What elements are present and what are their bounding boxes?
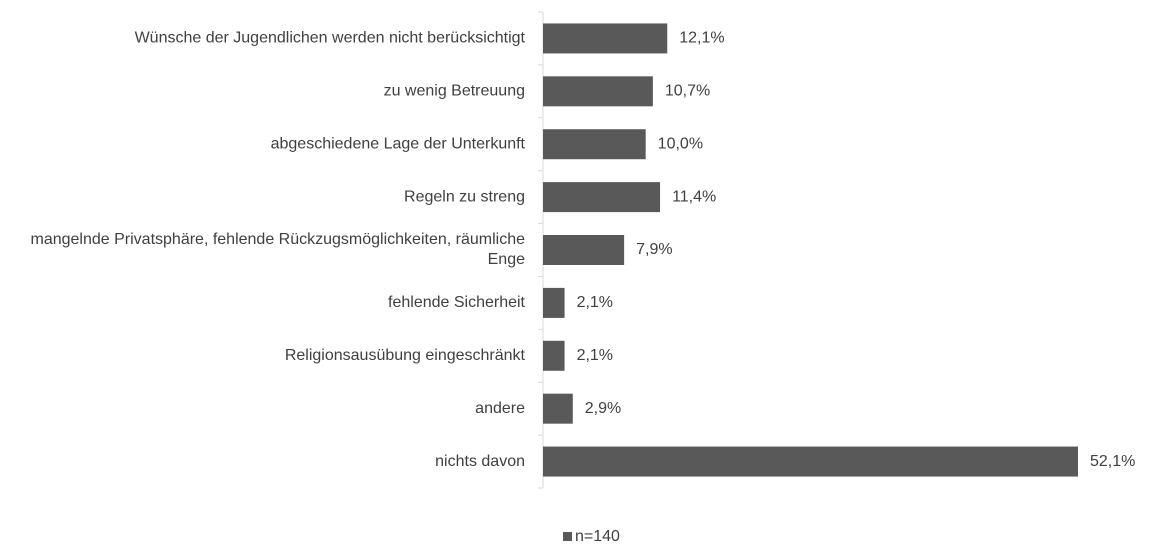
value-label: 10,7% bbox=[665, 83, 710, 100]
bar bbox=[543, 23, 668, 54]
bar bbox=[543, 129, 646, 160]
legend-label: n=140 bbox=[575, 528, 620, 545]
value-label: 12,1% bbox=[679, 30, 724, 47]
bar bbox=[543, 446, 1078, 477]
y-tick-label: zu wenig Betreuung bbox=[384, 83, 525, 100]
value-label: 7,9% bbox=[636, 241, 672, 258]
y-tick-label: fehlende Sicherheit bbox=[388, 294, 526, 311]
bar bbox=[543, 340, 565, 371]
y-tick-label: nichts davon bbox=[435, 453, 525, 470]
value-label: 10,0% bbox=[658, 135, 703, 152]
value-label: 52,1% bbox=[1090, 453, 1135, 470]
value-label: 2,1% bbox=[577, 347, 613, 364]
bar bbox=[543, 235, 625, 265]
y-tick-label: abgeschiedene Lage der Unterkunft bbox=[271, 135, 526, 152]
legend-swatch bbox=[563, 532, 572, 541]
label-line: mangelnde Privatsphäre, fehlende Rückzug… bbox=[31, 231, 526, 248]
y-tick-label: andere bbox=[475, 400, 525, 417]
value-label: 2,1% bbox=[577, 294, 613, 311]
value-label: 2,9% bbox=[585, 400, 621, 417]
value-label: 11,4% bbox=[672, 188, 716, 205]
bar bbox=[543, 287, 565, 318]
y-tick-label: Regeln zu streng bbox=[404, 188, 525, 205]
bar bbox=[543, 182, 661, 213]
y-tick-label: Religionsausübung eingeschränkt bbox=[285, 347, 526, 364]
label-line: Enge bbox=[488, 251, 525, 268]
bar bbox=[543, 76, 653, 107]
bar bbox=[543, 393, 573, 424]
y-tick-label: Wünsche der Jugendlichen werden nicht be… bbox=[135, 30, 526, 47]
y-tick-label: mangelnde Privatsphäre, fehlende Rückzug… bbox=[31, 231, 526, 268]
